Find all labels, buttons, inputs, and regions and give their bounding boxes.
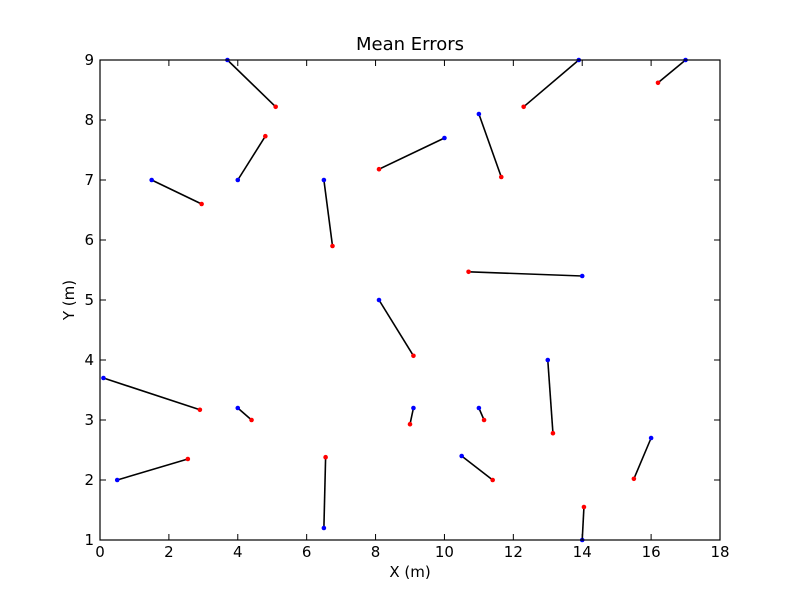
error-line-12 xyxy=(237,407,253,421)
y-tick-label: 8 xyxy=(84,111,94,129)
estimate-point-11 xyxy=(197,407,203,413)
error-line-4 xyxy=(378,137,445,170)
estimate-point-8 xyxy=(466,269,471,275)
error-line-7 xyxy=(323,179,334,247)
x-axis-ticks: 0 2 4 6 8 10 12 14 16 18 xyxy=(95,60,730,561)
error-line-0 xyxy=(226,59,277,108)
estimate-point-15 xyxy=(631,476,637,482)
error-line-10 xyxy=(546,359,554,434)
x-tick-label: 18 xyxy=(710,543,729,561)
error-line-6 xyxy=(151,179,202,205)
error-line-17 xyxy=(461,455,494,481)
estimate-point-9 xyxy=(411,353,416,359)
estimate-point-4 xyxy=(376,166,382,172)
estimate-point-5 xyxy=(263,133,268,139)
error-lines-group xyxy=(103,59,687,541)
true-point-18 xyxy=(321,525,327,531)
estimate-point-17 xyxy=(490,477,495,483)
y-tick-label: 4 xyxy=(84,351,94,369)
estimate-point-0 xyxy=(273,104,278,110)
estimate-point-14 xyxy=(481,417,487,423)
error-line-3 xyxy=(478,113,503,178)
true-point-8 xyxy=(579,273,585,279)
estimate-point-16 xyxy=(185,456,191,462)
estimate-point-7 xyxy=(330,243,335,249)
true-point-15 xyxy=(648,435,654,441)
x-tick-label: 8 xyxy=(371,543,381,561)
x-tick-label: 6 xyxy=(302,543,312,561)
points-group xyxy=(101,57,688,543)
true-point-7 xyxy=(321,177,327,183)
error-line-18 xyxy=(323,457,327,529)
error-line-9 xyxy=(378,299,415,357)
y-tick-label: 2 xyxy=(84,471,94,489)
estimate-point-3 xyxy=(498,174,504,180)
x-tick-label: 12 xyxy=(504,543,523,561)
y-tick-label: 1 xyxy=(84,531,94,549)
y-tick-label: 7 xyxy=(84,171,94,189)
true-point-12 xyxy=(235,405,241,411)
y-axis-label: Y (m) xyxy=(60,280,78,321)
y-tick-label: 6 xyxy=(84,231,94,249)
x-tick-label: 0 xyxy=(95,543,105,561)
x-tick-label: 4 xyxy=(233,543,243,561)
true-point-14 xyxy=(476,405,482,411)
estimate-point-13 xyxy=(407,421,413,427)
true-point-10 xyxy=(545,357,551,363)
error-line-5 xyxy=(237,135,267,181)
estimate-point-19 xyxy=(581,504,587,510)
x-tick-label: 14 xyxy=(573,543,592,561)
error-line-8 xyxy=(468,271,583,277)
true-point-6 xyxy=(149,177,154,183)
estimate-point-2 xyxy=(655,80,661,86)
true-point-5 xyxy=(235,177,241,183)
true-point-4 xyxy=(442,135,447,141)
error-line-13 xyxy=(409,407,415,425)
y-axis-ticks: 1 2 3 4 5 6 7 8 9 xyxy=(84,51,720,549)
error-line-16 xyxy=(116,458,189,481)
estimate-point-18 xyxy=(323,454,328,460)
error-line-2 xyxy=(657,59,687,84)
y-tick-label: 9 xyxy=(84,51,94,69)
chart-title: Mean Errors xyxy=(356,34,464,55)
estimate-point-12 xyxy=(249,417,254,423)
y-tick-label: 5 xyxy=(84,291,94,309)
error-line-15 xyxy=(633,437,652,480)
true-point-9 xyxy=(376,297,382,303)
x-tick-label: 16 xyxy=(642,543,661,561)
plot-area-frame xyxy=(99,59,721,541)
x-tick-label: 2 xyxy=(164,543,174,561)
true-point-3 xyxy=(476,111,482,117)
error-line-11 xyxy=(103,377,201,411)
true-point-16 xyxy=(114,477,120,483)
estimate-point-6 xyxy=(199,201,204,207)
y-tick-label: 3 xyxy=(84,411,94,429)
error-line-1 xyxy=(523,59,580,108)
x-tick-label: 10 xyxy=(435,543,454,561)
true-point-13 xyxy=(411,405,416,411)
estimate-point-1 xyxy=(521,104,526,110)
true-point-11 xyxy=(101,375,106,381)
estimate-point-10 xyxy=(550,430,556,436)
x-axis-label: X (m) xyxy=(389,563,430,581)
true-point-17 xyxy=(459,453,464,459)
